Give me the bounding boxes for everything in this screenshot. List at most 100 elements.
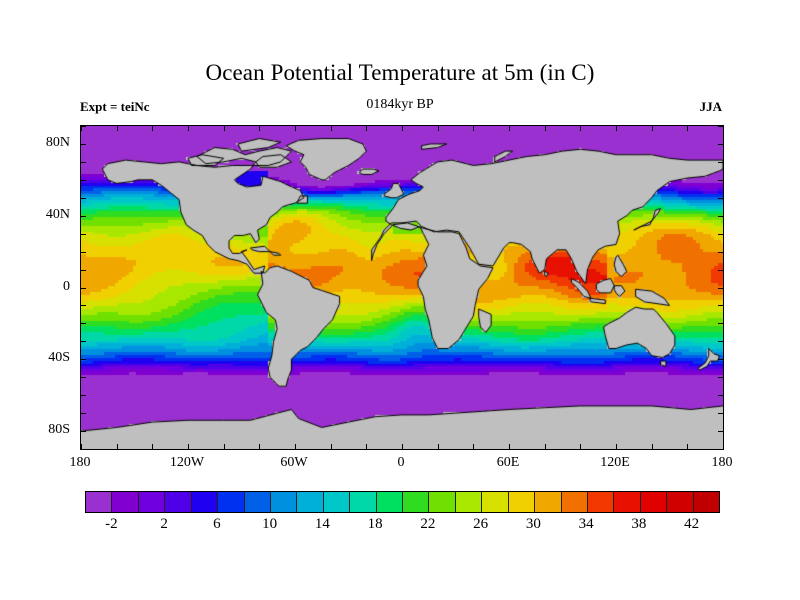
- axis-tick: [81, 233, 86, 235]
- axis-tick: [651, 444, 653, 449]
- colorbar-swatch: [218, 492, 245, 512]
- axis-tick: [81, 161, 86, 163]
- colorbar-swatch: [429, 492, 456, 512]
- axis-tick: [81, 431, 86, 433]
- colorbar-tick-label: 38: [631, 516, 647, 532]
- y-tick-label: 40S: [48, 350, 70, 366]
- colorbar-swatch: [693, 492, 720, 512]
- axis-tick: [718, 215, 723, 217]
- colorbar-swatch: [86, 492, 113, 512]
- axis-tick: [402, 126, 403, 131]
- colorbar-swatch: [297, 492, 324, 512]
- axis-tick: [687, 444, 689, 449]
- axis-tick: [81, 251, 86, 253]
- colorbar-swatch: [561, 492, 589, 512]
- colorbar-swatch: [614, 492, 641, 512]
- x-tick-label: 180: [69, 455, 91, 470]
- axis-tick: [718, 413, 723, 415]
- axis-tick: [81, 179, 86, 181]
- x-tick-label: 120W: [169, 455, 205, 470]
- axis-tick: [723, 444, 724, 449]
- x-tick-label: 60E: [496, 455, 520, 470]
- axis-tick: [259, 444, 261, 449]
- axis-tick: [718, 449, 723, 450]
- axis-tick: [723, 126, 724, 131]
- axis-tick: [580, 126, 582, 131]
- axis-tick: [81, 413, 86, 415]
- y-tick-label: 40N: [45, 206, 70, 222]
- axis-tick: [437, 444, 439, 449]
- axis-tick: [509, 444, 510, 449]
- axis-tick: [295, 444, 296, 449]
- colorbar-swatch: [535, 492, 562, 512]
- axis-tick: [718, 161, 723, 163]
- axis-tick: [718, 143, 723, 145]
- colorbar-swatch: [350, 492, 377, 512]
- colorbar-swatch: [165, 492, 192, 512]
- axis-tick: [223, 444, 225, 449]
- colorbar-swatch: [244, 492, 271, 512]
- y-tick-label: 0: [63, 278, 70, 294]
- y-tick-label: 80S: [48, 422, 70, 438]
- axis-tick: [295, 126, 296, 131]
- colorbar-tick-label: 18: [367, 516, 383, 532]
- axis-tick: [718, 126, 723, 127]
- axis-tick: [81, 395, 86, 397]
- axis-tick: [330, 444, 332, 449]
- axis-tick: [152, 126, 154, 131]
- axis-tick: [616, 444, 617, 449]
- axis-tick: [718, 395, 723, 397]
- colorbar-swatch: [455, 492, 483, 512]
- axis-tick: [718, 179, 723, 181]
- axis-tick: [223, 126, 225, 131]
- axis-tick: [81, 377, 86, 379]
- axis-tick: [402, 444, 403, 449]
- axis-tick: [152, 444, 154, 449]
- colorbar-swatch: [588, 492, 615, 512]
- axis-tick: [81, 444, 82, 449]
- axis-tick: [81, 126, 82, 131]
- colorbar-swatch: [376, 492, 404, 512]
- colorbar-tick-label: 30: [525, 516, 541, 532]
- colorbar-tick-label: 42: [684, 516, 700, 532]
- axis-tick: [718, 377, 723, 379]
- axis-tick: [718, 323, 723, 325]
- colorbar-tick-label: 34: [578, 516, 594, 532]
- axis-tick: [718, 269, 723, 271]
- axis-tick: [81, 269, 86, 271]
- colorbar-swatch: [138, 492, 166, 512]
- axis-tick: [188, 126, 189, 131]
- axis-tick: [366, 126, 368, 131]
- sst-heatmap-canvas: [81, 126, 723, 449]
- axis-tick: [81, 449, 86, 450]
- x-tick-label: 60W: [280, 455, 308, 470]
- colorbar-swatch: [270, 492, 298, 512]
- axis-tick: [544, 444, 546, 449]
- colorbar-swatch: [112, 492, 139, 512]
- axis-tick: [718, 359, 723, 361]
- axis-tick: [718, 305, 723, 307]
- axis-tick: [116, 444, 118, 449]
- colorbar-swatch: [403, 492, 430, 512]
- axis-tick: [81, 341, 86, 343]
- axis-tick: [116, 126, 118, 131]
- axis-tick: [687, 126, 689, 131]
- experiment-label: Expt = teiNc: [80, 99, 150, 114]
- axis-tick: [437, 126, 439, 131]
- x-tick-label: 180: [711, 455, 733, 470]
- axis-tick: [473, 126, 475, 131]
- axis-tick: [81, 287, 86, 289]
- axis-tick: [509, 126, 510, 131]
- x-tick-label: 0: [397, 455, 405, 470]
- axis-tick: [718, 287, 723, 289]
- colorbar-tick-label: -2: [105, 516, 118, 532]
- axis-tick: [330, 126, 332, 131]
- colorbar-swatch: [667, 492, 694, 512]
- axis-tick: [616, 126, 617, 131]
- axis-tick: [81, 359, 86, 361]
- axis-tick: [81, 126, 86, 127]
- colorbar-swatch: [640, 492, 668, 512]
- colorbar-swatch: [323, 492, 351, 512]
- colorbar: [85, 491, 720, 513]
- axis-tick: [580, 444, 582, 449]
